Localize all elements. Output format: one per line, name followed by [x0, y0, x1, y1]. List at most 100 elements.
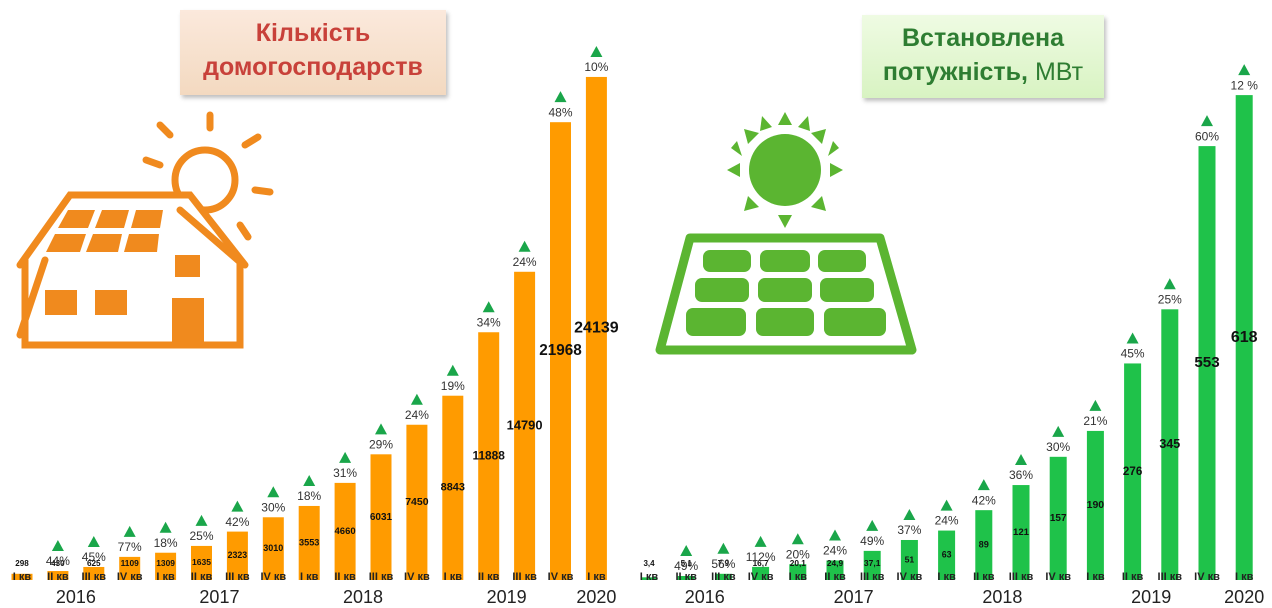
value-label: 8843	[441, 482, 465, 494]
growth-marker	[680, 544, 693, 556]
growth-marker	[1163, 278, 1176, 290]
value-label: 553	[1194, 354, 1219, 371]
solar-icon	[655, 112, 917, 355]
year-label: 2018	[982, 587, 1022, 607]
value-label: 430	[51, 559, 65, 568]
x-tick-label: I кв	[300, 571, 319, 583]
value-label: 3553	[299, 537, 319, 547]
growth-marker	[754, 535, 767, 547]
x-tick-label: I кв	[789, 571, 808, 583]
value-label: 16,7	[753, 559, 769, 568]
house-icon	[16, 111, 274, 349]
bar	[1124, 363, 1142, 580]
growth-marker	[51, 540, 64, 552]
growth-label: 42%	[225, 515, 249, 529]
x-tick-label: II кв	[973, 571, 995, 583]
growth-label: 24%	[823, 544, 847, 558]
growth-marker	[1015, 454, 1027, 466]
x-tick-label: IV кв	[1045, 571, 1071, 583]
value-label: 190	[1087, 499, 1105, 511]
value-label: 5,1	[681, 559, 693, 568]
growth-label: 112%	[746, 550, 776, 564]
chart-title: Кількість домогосподарств	[180, 10, 446, 95]
value-label: 1309	[156, 558, 175, 568]
growth-label: 25%	[1158, 292, 1182, 306]
chart-title: Встановлена потужність, МВт	[862, 15, 1104, 98]
growth-label: 49%	[674, 559, 698, 573]
growth-marker	[1089, 399, 1102, 411]
bar	[370, 454, 392, 580]
growth-marker	[482, 301, 495, 313]
growth-label: 60%	[1195, 129, 1219, 143]
growth-label: 24%	[405, 408, 429, 422]
value-label: 63	[942, 550, 952, 560]
growth-marker	[518, 240, 531, 252]
value-label: 157	[1050, 513, 1067, 524]
growth-label: 49%	[860, 534, 884, 548]
growth-marker	[303, 474, 316, 486]
year-label: 2017	[834, 587, 874, 607]
growth-label: 30%	[261, 500, 285, 514]
bar	[826, 560, 844, 580]
x-tick-label: III кв	[711, 571, 736, 583]
x-tick-label: III кв	[860, 571, 885, 583]
bar	[640, 577, 658, 580]
value-label: 37,1	[864, 558, 881, 568]
growth-marker	[903, 508, 916, 520]
x-tick-label: I кв	[156, 571, 175, 583]
value-label: 625	[87, 559, 101, 568]
growth-marker	[829, 529, 841, 541]
growth-marker	[717, 542, 730, 554]
bar	[1235, 95, 1253, 580]
bar	[514, 271, 536, 580]
growth-marker	[267, 486, 280, 498]
x-tick-label: III кв	[1009, 571, 1034, 583]
bar	[900, 539, 918, 580]
growth-marker	[123, 525, 136, 537]
value-label: 14790	[507, 417, 543, 432]
growth-label: 77%	[118, 540, 142, 554]
x-tick-label: II кв	[47, 571, 69, 583]
value-label: 7450	[405, 496, 429, 508]
growth-marker	[339, 451, 352, 463]
x-tick-label: IV кв	[117, 571, 143, 583]
growth-label: 37%	[897, 523, 921, 537]
bar	[119, 556, 141, 580]
bar	[155, 552, 177, 580]
growth-marker	[1126, 332, 1139, 344]
bar	[83, 566, 105, 580]
value-label: 7,9	[718, 559, 730, 568]
value-label: 1109	[121, 558, 140, 568]
bar	[334, 482, 356, 580]
growth-marker	[1238, 64, 1251, 76]
year-label: 2016	[685, 587, 725, 607]
bar	[677, 575, 695, 580]
x-tick-label: IV кв	[748, 571, 774, 583]
growth-marker	[231, 500, 244, 512]
bar	[938, 530, 956, 580]
x-tick-label: II кв	[478, 571, 500, 583]
value-label: 618	[1231, 329, 1258, 346]
growth-marker	[159, 521, 172, 533]
year-label: 2020	[576, 587, 616, 607]
growth-marker	[446, 364, 459, 376]
growth-marker	[87, 535, 100, 547]
value-label: 345	[1159, 437, 1180, 451]
growth-marker	[1052, 425, 1065, 437]
growth-label: 18%	[297, 489, 321, 503]
growth-label: 10%	[584, 60, 608, 74]
bar	[191, 545, 212, 580]
growth-marker	[866, 519, 879, 531]
growth-label: 42%	[972, 493, 996, 507]
growth-label: 29%	[369, 437, 393, 451]
bar	[1049, 456, 1067, 580]
value-label: 20,1	[790, 558, 807, 568]
x-tick-label: I кв	[1086, 571, 1105, 583]
value-label: 11888	[472, 448, 505, 462]
growth-label: 20%	[786, 547, 810, 561]
growth-marker	[554, 91, 567, 103]
bar	[1012, 485, 1030, 580]
bar	[585, 76, 607, 580]
value-label: 3,4	[643, 559, 655, 568]
